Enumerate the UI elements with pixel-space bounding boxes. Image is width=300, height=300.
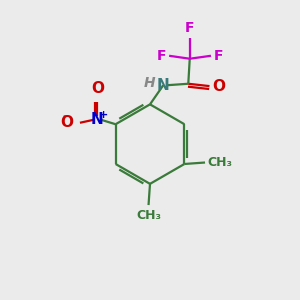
Text: F: F xyxy=(214,49,224,63)
Text: H: H xyxy=(143,76,155,90)
Text: CH₃: CH₃ xyxy=(136,208,161,222)
Text: +: + xyxy=(99,110,108,119)
Text: N: N xyxy=(91,112,104,127)
Text: -: - xyxy=(62,110,68,123)
Text: N: N xyxy=(157,78,169,93)
Text: F: F xyxy=(185,21,194,34)
Text: O: O xyxy=(212,79,225,94)
Text: O: O xyxy=(60,115,73,130)
Text: CH₃: CH₃ xyxy=(207,156,232,169)
Text: O: O xyxy=(91,81,104,96)
Text: F: F xyxy=(157,49,166,63)
